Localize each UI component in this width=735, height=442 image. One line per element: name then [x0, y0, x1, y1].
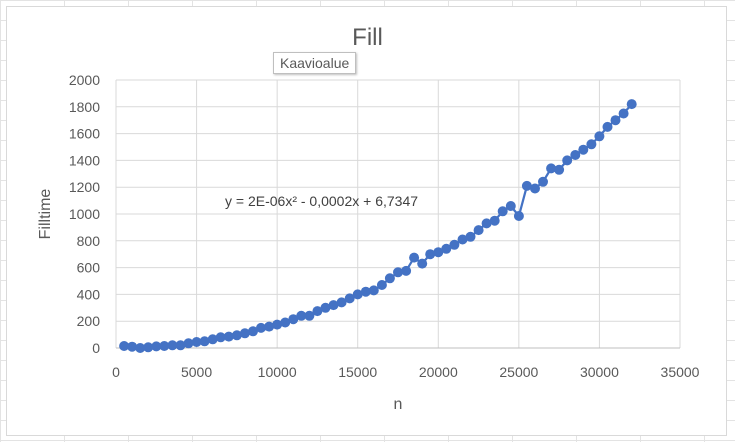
data-point[interactable]: [393, 267, 403, 278]
data-point[interactable]: [505, 201, 516, 211]
data-point[interactable]: [610, 115, 621, 126]
data-point[interactable]: [489, 215, 500, 226]
x-tick-label: 5000: [181, 364, 212, 380]
data-point[interactable]: [183, 338, 194, 349]
x-tick-label: 15000: [338, 364, 377, 380]
data-point[interactable]: [626, 99, 637, 110]
data-point[interactable]: [546, 163, 557, 174]
data-point[interactable]: [570, 150, 581, 160]
data-point[interactable]: [135, 343, 146, 353]
data-point[interactable]: [578, 144, 589, 155]
data-point[interactable]: [457, 234, 468, 245]
data-point[interactable]: [328, 300, 339, 311]
data-point[interactable]: [409, 252, 420, 263]
data-point[interactable]: [521, 180, 532, 191]
data-point[interactable]: [376, 280, 387, 290]
data-point[interactable]: [384, 273, 395, 284]
data-point[interactable]: [248, 326, 258, 337]
data-point[interactable]: [465, 231, 476, 242]
data-point[interactable]: [513, 211, 524, 221]
y-tick-label: 200: [77, 313, 101, 329]
data-point[interactable]: [497, 206, 508, 217]
x-tick-label: 0: [112, 364, 120, 380]
data-point[interactable]: [554, 164, 565, 175]
data-point[interactable]: [272, 319, 283, 330]
data-point[interactable]: [223, 331, 234, 342]
data-point[interactable]: [352, 289, 363, 300]
y-tick-label: 1600: [69, 126, 100, 142]
y-axis-title: Filltime: [37, 189, 54, 240]
data-point[interactable]: [360, 286, 371, 297]
chart-title: Fill: [352, 24, 383, 51]
chart-area-tooltip: Kaavioalue: [273, 52, 357, 74]
data-point[interactable]: [602, 121, 613, 132]
data-point[interactable]: [441, 243, 452, 254]
data-point[interactable]: [280, 317, 291, 328]
data-point[interactable]: [151, 341, 162, 352]
y-tick-label: 800: [77, 233, 101, 249]
data-point[interactable]: [320, 302, 331, 313]
data-point[interactable]: [127, 341, 138, 352]
series-line: [124, 103, 633, 350]
data-point[interactable]: [530, 183, 540, 194]
x-tick-label: 35000: [661, 364, 700, 380]
data-point[interactable]: [336, 297, 347, 308]
data-point[interactable]: [143, 342, 154, 353]
data-point[interactable]: [481, 218, 492, 229]
data-point[interactable]: [215, 332, 226, 343]
data-point[interactable]: [264, 321, 275, 332]
x-tick-label: 30000: [580, 364, 619, 380]
chart-area[interactable]: [6, 6, 727, 436]
data-point[interactable]: [449, 239, 460, 250]
data-point[interactable]: [433, 247, 444, 258]
y-tick-label: 2000: [69, 72, 100, 88]
data-point[interactable]: [473, 225, 484, 236]
data-point[interactable]: [586, 139, 597, 150]
data-point[interactable]: [167, 340, 178, 351]
x-axis-title: n: [394, 396, 403, 413]
data-point[interactable]: [175, 340, 186, 351]
data-point[interactable]: [239, 328, 250, 339]
data-point[interactable]: [368, 285, 379, 296]
data-point[interactable]: [304, 310, 315, 321]
data-point[interactable]: [199, 336, 210, 347]
data-point[interactable]: [119, 341, 130, 351]
data-point[interactable]: [538, 176, 548, 187]
y-tick-label: 400: [77, 286, 101, 302]
data-point[interactable]: [417, 258, 428, 269]
x-tick-label: 10000: [258, 364, 297, 380]
trendline-equation: y = 2E-06x² - 0,0002x + 6,7347: [225, 193, 418, 209]
x-tick-label: 25000: [499, 364, 538, 380]
y-tick-label: 1800: [69, 99, 100, 115]
y-tick-label: 1000: [69, 206, 100, 222]
data-point[interactable]: [562, 155, 573, 166]
data-point[interactable]: [191, 337, 202, 347]
data-point[interactable]: [256, 322, 266, 333]
data-point[interactable]: [344, 293, 355, 304]
data-point[interactable]: [312, 306, 323, 317]
y-tick-label: 600: [77, 260, 101, 276]
data-point[interactable]: [159, 341, 170, 351]
data-point[interactable]: [288, 314, 299, 325]
data-point[interactable]: [296, 310, 307, 321]
data-point[interactable]: [207, 334, 218, 345]
data-point[interactable]: [231, 330, 242, 341]
data-point[interactable]: [401, 265, 412, 276]
data-point[interactable]: [594, 131, 605, 142]
y-tick-label: 0: [92, 340, 100, 356]
y-tick-label: 1200: [69, 179, 100, 195]
data-point[interactable]: [425, 249, 436, 260]
x-tick-label: 20000: [419, 364, 458, 380]
y-tick-label: 1400: [69, 152, 100, 168]
data-point[interactable]: [618, 108, 629, 119]
